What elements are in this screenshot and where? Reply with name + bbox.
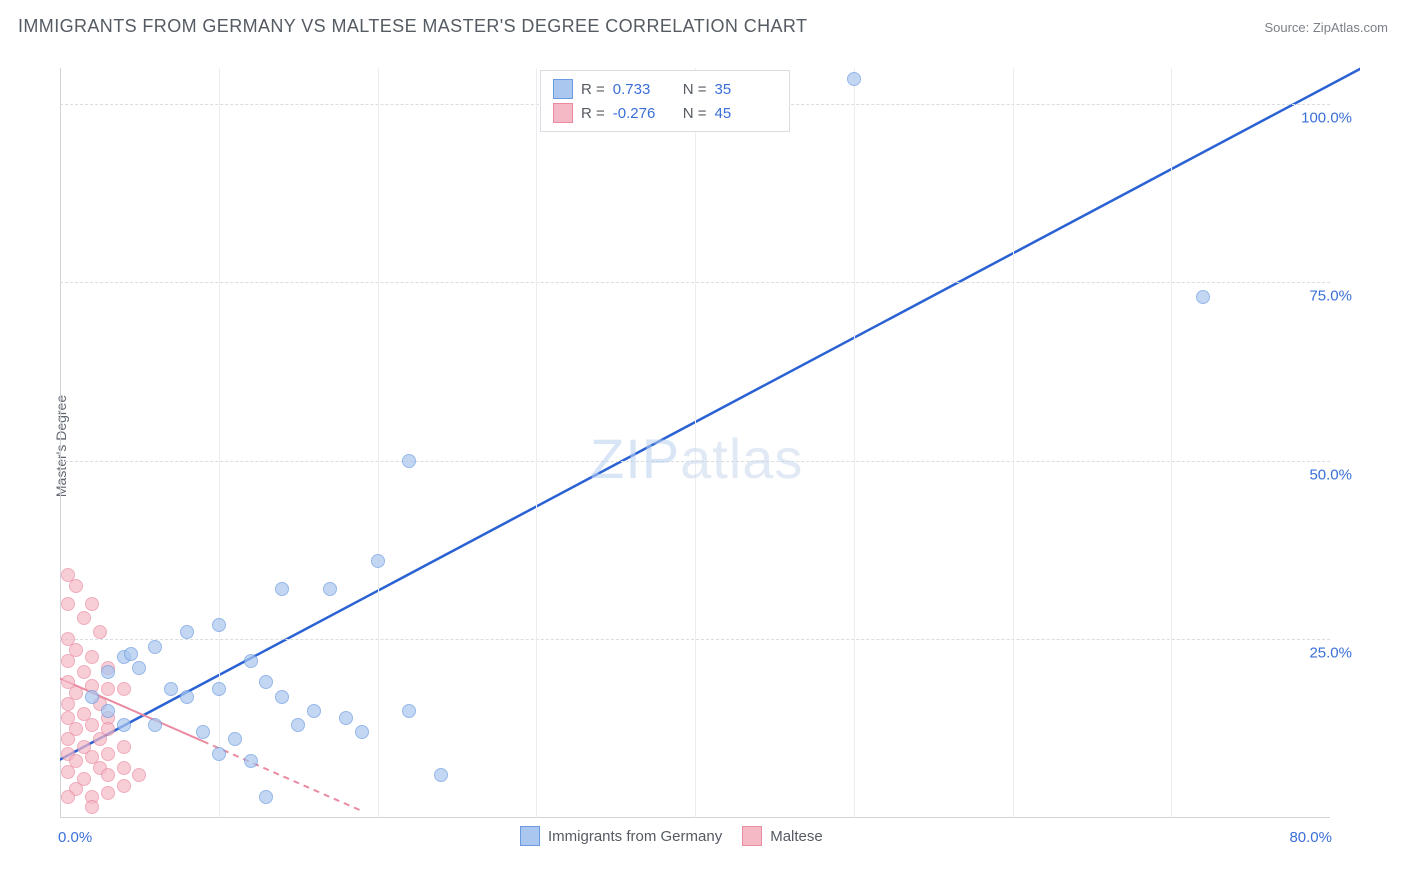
watermark-zip: ZIP: [590, 427, 680, 490]
n-label: N =: [683, 105, 707, 122]
data-point: [307, 704, 321, 718]
data-point: [117, 761, 131, 775]
data-point: [77, 665, 91, 679]
data-point: [402, 704, 416, 718]
watermark-atlas: atlas: [680, 427, 803, 490]
data-point: [847, 72, 861, 86]
gridline-v: [536, 68, 537, 818]
data-point: [117, 779, 131, 793]
data-point: [323, 582, 337, 596]
data-point: [339, 711, 353, 725]
data-point: [117, 682, 131, 696]
data-point: [85, 690, 99, 704]
data-point: [402, 454, 416, 468]
chart-title: IMMIGRANTS FROM GERMANY VS MALTESE MASTE…: [18, 16, 807, 37]
data-point: [85, 718, 99, 732]
r-label: R =: [581, 81, 605, 98]
gridline-v: [695, 68, 696, 818]
swatch-series-1: [553, 79, 573, 99]
gridline-v: [378, 68, 379, 818]
n-label: N =: [683, 81, 707, 98]
data-point: [132, 768, 146, 782]
data-point: [93, 625, 107, 639]
legend-label-1: Immigrants from Germany: [548, 828, 722, 845]
data-point: [259, 675, 273, 689]
data-point: [196, 725, 210, 739]
data-point: [148, 640, 162, 654]
ytick-label: 75.0%: [1309, 288, 1352, 305]
data-point: [101, 722, 115, 736]
ytick-label: 100.0%: [1301, 109, 1352, 126]
legend-swatch-2: [742, 826, 762, 846]
data-point: [275, 690, 289, 704]
r-value-1: 0.733: [613, 81, 675, 98]
data-point: [61, 765, 75, 779]
data-point: [101, 786, 115, 800]
data-point: [259, 790, 273, 804]
data-point: [180, 690, 194, 704]
legend-swatch-1: [520, 826, 540, 846]
legend-label-2: Maltese: [770, 828, 823, 845]
xtick-label: 0.0%: [58, 829, 92, 846]
data-point: [180, 625, 194, 639]
data-point: [291, 718, 305, 732]
source-label: Source: ZipAtlas.com: [1264, 20, 1388, 35]
data-point: [244, 654, 258, 668]
data-point: [85, 650, 99, 664]
data-point: [434, 768, 448, 782]
n-value-2: 45: [715, 105, 777, 122]
data-point: [244, 754, 258, 768]
data-point: [101, 768, 115, 782]
data-point: [275, 582, 289, 596]
data-point: [69, 579, 83, 593]
data-point: [148, 718, 162, 732]
data-point: [61, 654, 75, 668]
r-value-2: -0.276: [613, 105, 675, 122]
data-point: [101, 682, 115, 696]
xtick-label: 80.0%: [1289, 829, 1332, 846]
data-point: [61, 697, 75, 711]
plot-area: 25.0%50.0%75.0%100.0%0.0%80.0% ZIPatlas …: [60, 56, 1360, 846]
data-point: [228, 732, 242, 746]
data-point: [101, 747, 115, 761]
data-point: [61, 732, 75, 746]
data-point: [61, 790, 75, 804]
data-point: [371, 554, 385, 568]
stat-row-1: R = 0.733 N = 35: [553, 77, 777, 101]
data-point: [117, 740, 131, 754]
data-point: [117, 718, 131, 732]
legend-item-1: Immigrants from Germany: [520, 826, 722, 846]
stat-row-2: R = -0.276 N = 45: [553, 101, 777, 125]
swatch-series-2: [553, 103, 573, 123]
data-point: [164, 682, 178, 696]
bottom-legend: Immigrants from Germany Maltese: [520, 826, 823, 846]
gridline-v: [1171, 68, 1172, 818]
data-point: [61, 597, 75, 611]
header: IMMIGRANTS FROM GERMANY VS MALTESE MASTE…: [18, 16, 1388, 37]
data-point: [132, 661, 146, 675]
data-point: [77, 611, 91, 625]
data-point: [85, 800, 99, 814]
gridline-v: [1013, 68, 1014, 818]
data-point: [212, 747, 226, 761]
ytick-label: 50.0%: [1309, 466, 1352, 483]
data-point: [355, 725, 369, 739]
watermark: ZIPatlas: [590, 426, 803, 491]
gridline-v: [854, 68, 855, 818]
data-point: [101, 665, 115, 679]
data-point: [101, 704, 115, 718]
r-label: R =: [581, 105, 605, 122]
data-point: [1196, 290, 1210, 304]
ytick-label: 25.0%: [1309, 645, 1352, 662]
gridline-v: [219, 68, 220, 818]
data-point: [212, 682, 226, 696]
stat-legend: R = 0.733 N = 35 R = -0.276 N = 45: [540, 70, 790, 132]
trend-lines: [60, 56, 1360, 846]
legend-item-2: Maltese: [742, 826, 823, 846]
n-value-1: 35: [715, 81, 777, 98]
data-point: [124, 647, 138, 661]
data-point: [212, 618, 226, 632]
data-point: [85, 597, 99, 611]
